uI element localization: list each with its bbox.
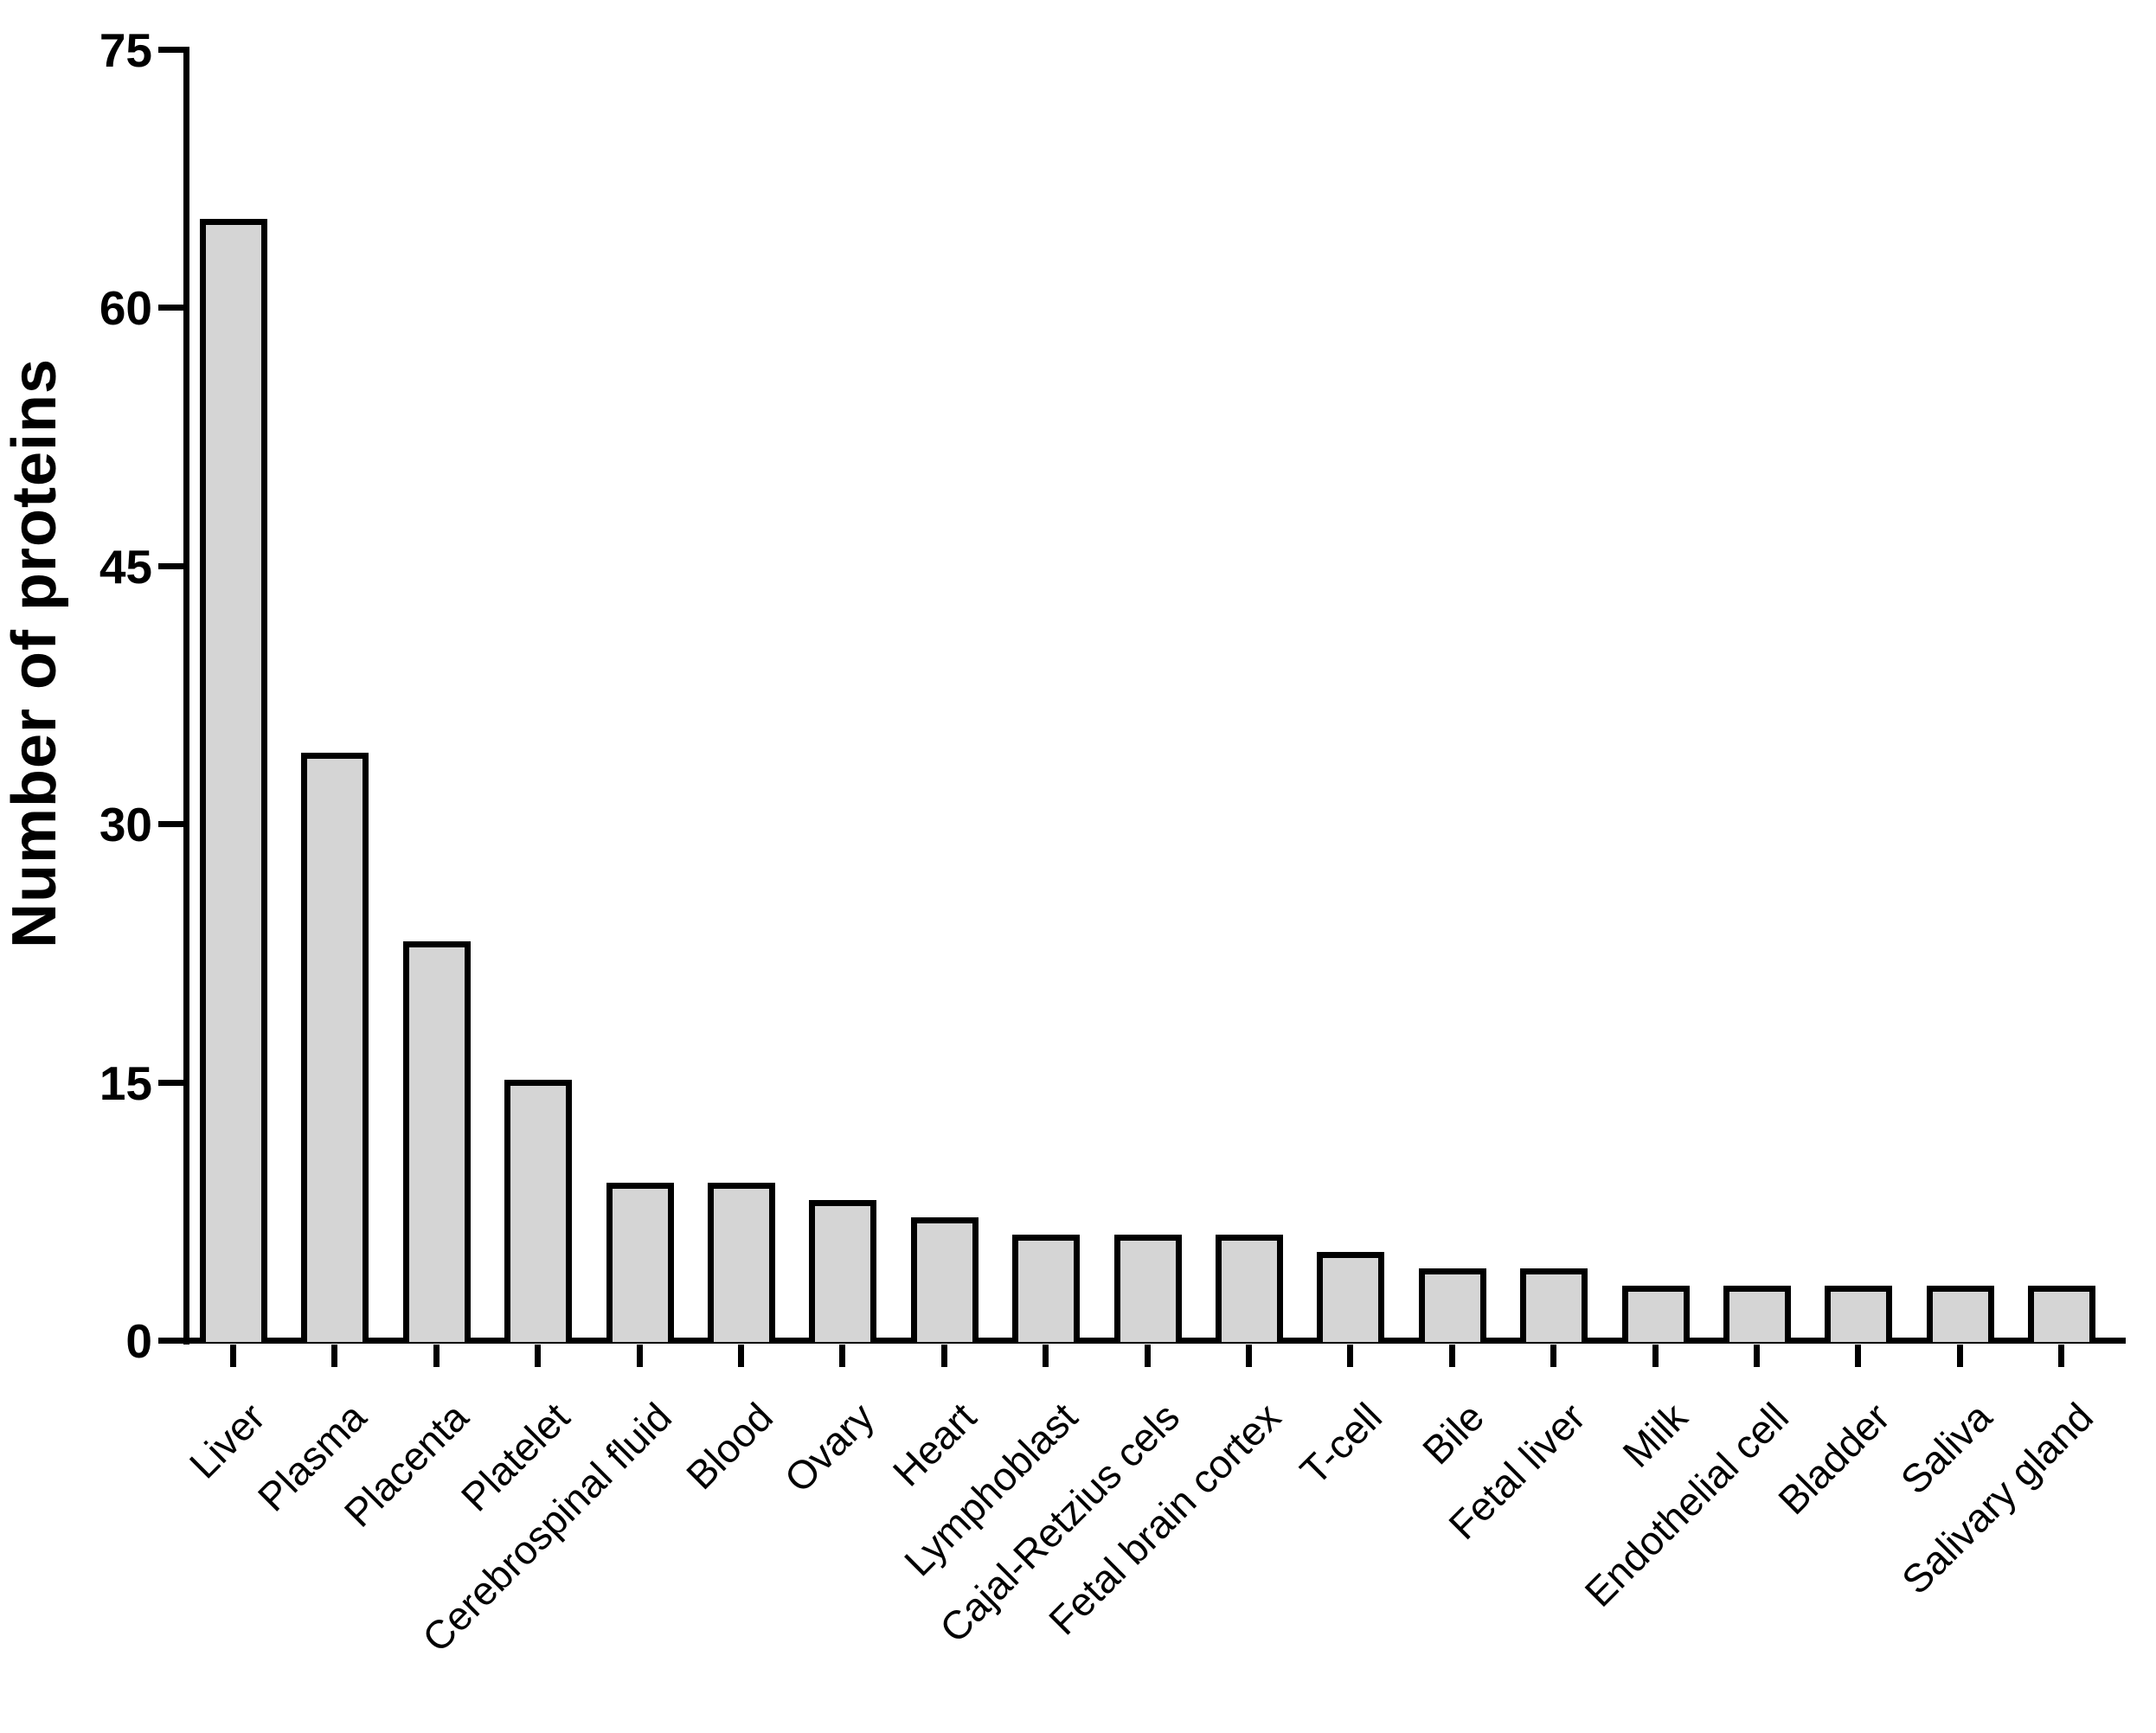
x-tick xyxy=(1448,1345,1455,1367)
bar-cajal-retzius-cels xyxy=(1113,1234,1182,1342)
x-tick xyxy=(1855,1345,1862,1367)
bar-blood xyxy=(708,1182,775,1342)
x-tick xyxy=(1956,1345,1963,1367)
y-tick-label: 0 xyxy=(125,1314,152,1368)
x-tick xyxy=(535,1345,542,1367)
bar-plasma xyxy=(301,752,369,1342)
x-tick xyxy=(1754,1345,1760,1367)
bar-platelet xyxy=(504,1079,573,1342)
x-label-salivary-gland: Salivary gland xyxy=(1893,1394,2102,1603)
bar-salivary-gland xyxy=(2028,1286,2096,1342)
y-tick xyxy=(158,1079,183,1086)
x-tick xyxy=(839,1345,846,1367)
y-tick-label: 30 xyxy=(99,798,152,852)
y-tick-label: 60 xyxy=(99,281,152,336)
bar-placenta xyxy=(402,941,471,1342)
y-axis-line xyxy=(183,47,189,1345)
y-tick-label: 75 xyxy=(99,23,152,77)
y-tick xyxy=(158,821,183,828)
x-tick xyxy=(636,1345,643,1367)
bar-heart xyxy=(910,1216,979,1342)
x-tick xyxy=(1347,1345,1354,1367)
bar-milk xyxy=(1621,1286,1690,1342)
bar-cerebrospinal-fluid xyxy=(606,1182,674,1342)
x-tick xyxy=(2058,1345,2065,1367)
x-tick xyxy=(1246,1345,1252,1367)
x-tick xyxy=(433,1345,440,1367)
x-tick xyxy=(331,1345,338,1367)
bar-endothelial-cell xyxy=(1723,1286,1791,1342)
x-tick xyxy=(940,1345,947,1367)
y-tick xyxy=(158,305,183,311)
x-tick xyxy=(230,1345,236,1367)
x-tick xyxy=(1652,1345,1659,1367)
x-tick xyxy=(1043,1345,1049,1367)
bar-bladder xyxy=(1825,1286,1893,1342)
x-tick xyxy=(738,1345,744,1367)
bar-fetal-brain-cortex xyxy=(1216,1234,1283,1342)
y-tick-label: 45 xyxy=(99,539,152,594)
y-tick xyxy=(158,562,183,569)
bar-fetal-liver xyxy=(1520,1268,1588,1342)
y-tick-label: 15 xyxy=(99,1056,152,1110)
bar-ovary xyxy=(809,1199,877,1342)
x-tick xyxy=(1144,1345,1151,1367)
bar-bile xyxy=(1418,1268,1486,1342)
bar-t-cell xyxy=(1317,1251,1385,1342)
x-tick xyxy=(1550,1345,1557,1367)
y-tick xyxy=(158,1338,183,1344)
bar-liver xyxy=(200,218,267,1342)
bar-saliva xyxy=(1926,1286,1994,1342)
bar-lymphoblast xyxy=(1012,1234,1081,1342)
y-tick xyxy=(158,47,183,53)
